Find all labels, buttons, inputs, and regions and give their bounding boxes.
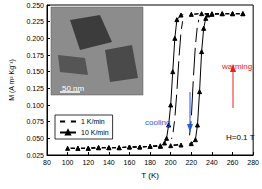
svg-text:240: 240	[206, 159, 218, 166]
svg-text:50 nm: 50 nm	[62, 84, 85, 93]
svg-text:0.025: 0.025	[26, 152, 44, 159]
svg-text:0.125: 0.125	[26, 85, 44, 92]
svg-text:260: 260	[227, 159, 239, 166]
svg-text:0.100: 0.100	[26, 102, 44, 109]
svg-text:0.250: 0.250	[26, 2, 44, 9]
svg-text:100: 100	[62, 159, 74, 166]
svg-text:10 K/min: 10 K/min	[81, 129, 109, 136]
svg-text:180: 180	[144, 159, 156, 166]
svg-text:200: 200	[165, 159, 177, 166]
svg-text:0.225: 0.225	[26, 18, 44, 25]
svg-text:140: 140	[103, 159, 115, 166]
svg-text:0.075: 0.075	[26, 118, 44, 125]
svg-text:warming: warming	[221, 62, 252, 71]
svg-text:T (K): T (K)	[141, 171, 159, 180]
svg-text:M (A m² Kg⁻¹): M (A m² Kg⁻¹)	[8, 59, 16, 101]
svg-text:0.200: 0.200	[26, 35, 44, 42]
svg-text:280: 280	[247, 159, 259, 166]
svg-text:220: 220	[185, 159, 197, 166]
svg-text:0.150: 0.150	[26, 68, 44, 75]
svg-text:H=0.1 T: H=0.1 T	[226, 133, 255, 142]
svg-text:0.050: 0.050	[26, 135, 44, 142]
svg-text:160: 160	[124, 159, 136, 166]
svg-text:cooling: cooling	[145, 118, 170, 127]
svg-text:0.175: 0.175	[26, 52, 44, 59]
svg-text:1 K/min: 1 K/min	[81, 118, 105, 125]
svg-text:80: 80	[43, 159, 51, 166]
svg-text:120: 120	[82, 159, 94, 166]
